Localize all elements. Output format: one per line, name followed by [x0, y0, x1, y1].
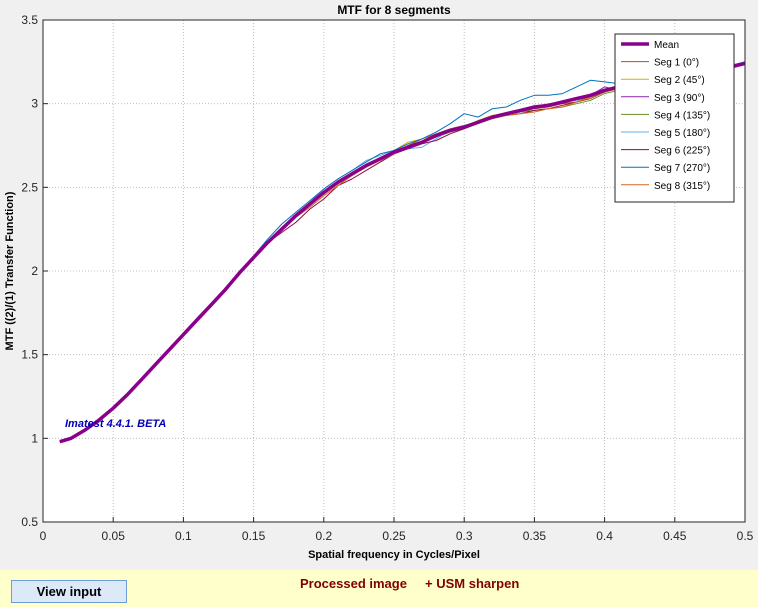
x-tick-label: 0.05	[102, 529, 126, 543]
x-tick-label: 0.5	[737, 529, 754, 543]
legend-entry: Seg 6 (225°)	[654, 146, 710, 157]
y-tick-label: 3	[31, 97, 38, 111]
x-tick-label: 0.15	[242, 529, 266, 543]
view-input-button[interactable]: View input	[11, 580, 127, 603]
y-tick-label: 2.5	[21, 180, 38, 194]
axis-ticks: 0 0.05 0.1 0.15 0.2 0.25 0.3 0.35 0.4 0.45 0.5 0.5 1…	[21, 13, 753, 543]
y-tick-label: 1	[31, 431, 38, 445]
mtf-chart: 0 0.05 0.1 0.15 0.2 0.25 0.3 0.35 0.4 0.45 0.5 0.5 1…	[4, 3, 754, 561]
legend-entry: Mean	[654, 40, 679, 51]
y-tick-label: 1.5	[21, 348, 38, 362]
legend-entry: Seg 8 (315°)	[654, 181, 710, 192]
x-tick-label: 0.3	[456, 529, 473, 543]
x-tick-label: 0	[40, 529, 47, 543]
y-tick-label: 0.5	[21, 515, 38, 529]
y-tick-label: 3.5	[21, 13, 38, 27]
chart-title: MTF for 8 segments	[337, 3, 451, 17]
y-axis-label: MTF ((2)/(1) Transfer Function)	[4, 191, 16, 350]
legend-entry: Seg 1 (0°)	[654, 58, 699, 69]
x-tick-label: 0.25	[382, 529, 406, 543]
legend-entry: Seg 4 (135°)	[654, 110, 710, 121]
legend: Mean Seg 1 (0°) Seg 2 (45°) Seg 3 (90°) Seg …	[614, 33, 735, 203]
y-tick-label: 2	[31, 264, 38, 278]
x-tick-label: 0.4	[596, 529, 613, 543]
x-tick-label: 0.45	[663, 529, 687, 543]
legend-entry: Seg 3 (90°)	[654, 93, 705, 104]
x-tick-label: 0.35	[523, 529, 547, 543]
legend-entry: Seg 7 (270°)	[654, 163, 710, 174]
x-axis-label: Spatial frequency in Cycles/Pixel	[308, 549, 480, 561]
x-tick-label: 0.2	[315, 529, 332, 543]
legend-entry: Seg 2 (45°)	[654, 75, 705, 86]
watermark-annotation: Imatest 4.4.1. BETA	[65, 418, 166, 430]
status-text: Processed image + USM sharpen	[300, 576, 520, 591]
x-tick-label: 0.1	[175, 529, 192, 543]
legend-entry: Seg 5 (180°)	[654, 128, 710, 139]
